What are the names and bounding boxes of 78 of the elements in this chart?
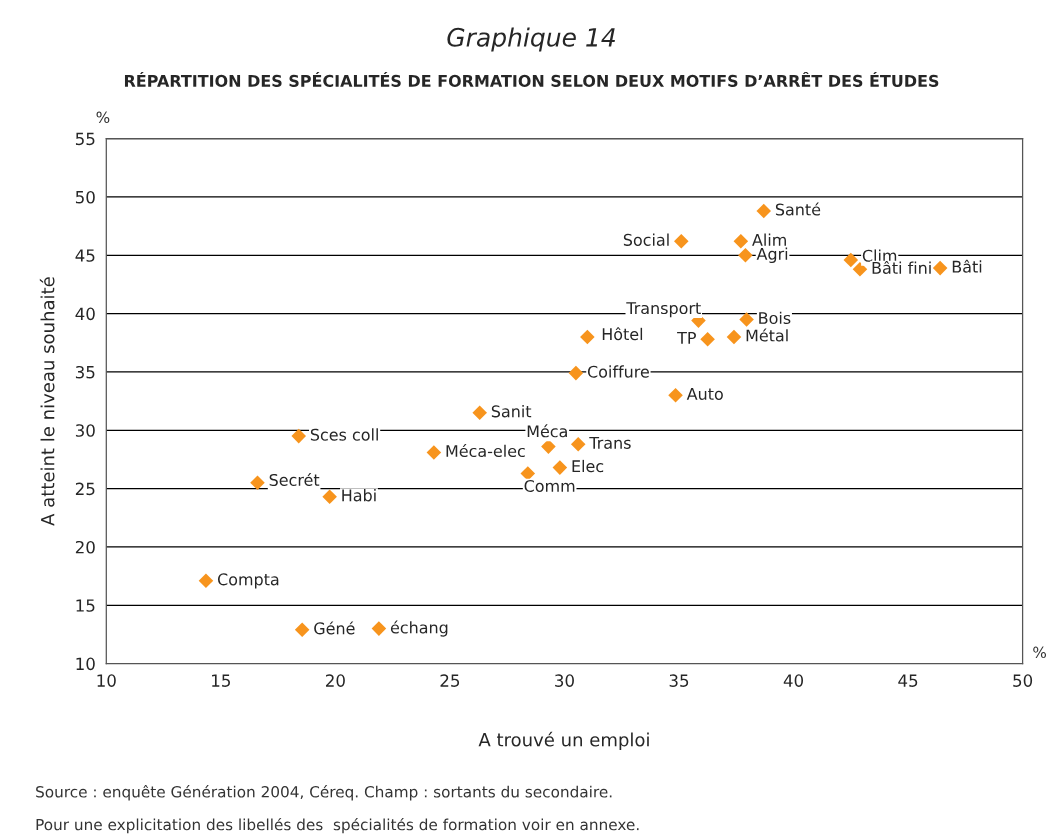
point [552, 460, 568, 475]
y-axis-title: A atteint le niveau souhaité [39, 277, 55, 526]
point [668, 387, 683, 403]
point [322, 489, 337, 505]
annotation: Habi [342, 489, 376, 502]
y-tick-label: 50 [75, 190, 95, 204]
x-tick-label: 35 [669, 674, 689, 687]
annotation: Sces coll [310, 428, 378, 441]
annotation: Santé [775, 202, 821, 216]
point [541, 439, 556, 454]
annotation: TP [677, 332, 696, 344]
x-axis-title: A trouvé un emploi [478, 731, 649, 751]
annotation: Transport [626, 302, 701, 318]
y-tick-label: 25 [75, 482, 95, 496]
source-note: Source : enquête Génération 2004, Céreq. Champ : sortants du secondaire. [36, 785, 612, 801]
annotation: Trans [589, 437, 631, 449]
point [756, 203, 772, 219]
point [733, 233, 749, 249]
point [852, 261, 868, 277]
x-tick-label: 25 [440, 674, 460, 687]
annotation: Méca [527, 424, 567, 438]
x-tick-label: 15 [212, 674, 230, 687]
point [570, 436, 586, 452]
text: % [96, 111, 110, 124]
x-tick-label: 20 [325, 674, 345, 687]
annotation: Social [623, 233, 669, 246]
point [294, 622, 310, 638]
point [250, 475, 265, 491]
annotation: Compta [217, 573, 279, 589]
point [426, 445, 442, 460]
point [371, 621, 387, 636]
point [932, 260, 948, 276]
annotation: Méca-elec [446, 444, 525, 458]
point [739, 312, 754, 327]
chart-title: Graphique 14 [447, 27, 615, 52]
point [472, 405, 487, 421]
annotation: Alim [752, 233, 786, 246]
y-tick-label: 20 [75, 540, 95, 554]
point [726, 329, 742, 345]
x-tick-label: 30 [555, 674, 574, 687]
annotation: Coiffure [587, 365, 649, 378]
x-tick-label: 10 [97, 674, 116, 687]
point [674, 233, 689, 249]
y-tick-label: 40 [75, 307, 95, 321]
annotation: Métal [746, 328, 788, 342]
annotation: Hôtel [602, 327, 643, 341]
y-tick-label: 10 [76, 657, 95, 671]
point [700, 331, 715, 347]
annotation: Géné [314, 621, 355, 635]
point [198, 573, 214, 589]
y-tick-label: 30 [75, 424, 95, 437]
y-tick-label: 55 [75, 132, 95, 146]
annotation: Sanit [491, 405, 532, 418]
x-tick-label: 45 [898, 674, 918, 687]
text: % [1033, 646, 1047, 659]
point [738, 247, 753, 263]
annotation: Bois [759, 311, 791, 325]
point [520, 466, 536, 481]
y-tick-label: 45 [75, 249, 95, 262]
annotation: Bâti fini [872, 260, 931, 274]
x-tick-label: 40 [783, 674, 804, 687]
x-tick-label: 50 [1013, 674, 1033, 687]
point [291, 428, 307, 444]
point [843, 252, 859, 268]
annotation: Secrét [269, 473, 320, 487]
chart-subtitle: RÉPARTITION DES SPÉCIALITÉS DE FORMATION SELON DEUX MOTIFS D’ARRÊT DES ÉTUDES [124, 71, 939, 87]
text: Pour une explicitation des libellés des spécialités de formation voir en annexe. [36, 817, 639, 834]
y-tick-label: 35 [75, 365, 95, 379]
annotation: Clim [862, 249, 897, 262]
y-tick-label: 15 [76, 599, 95, 612]
annotation: Auto [686, 388, 723, 400]
annotation: Comm [524, 479, 575, 492]
annotation: échang [390, 620, 448, 637]
annotation: Agri [756, 247, 788, 263]
annotation: Bâti [952, 259, 982, 273]
point [568, 365, 584, 381]
point [580, 329, 595, 345]
annotation: Elec [572, 459, 604, 473]
